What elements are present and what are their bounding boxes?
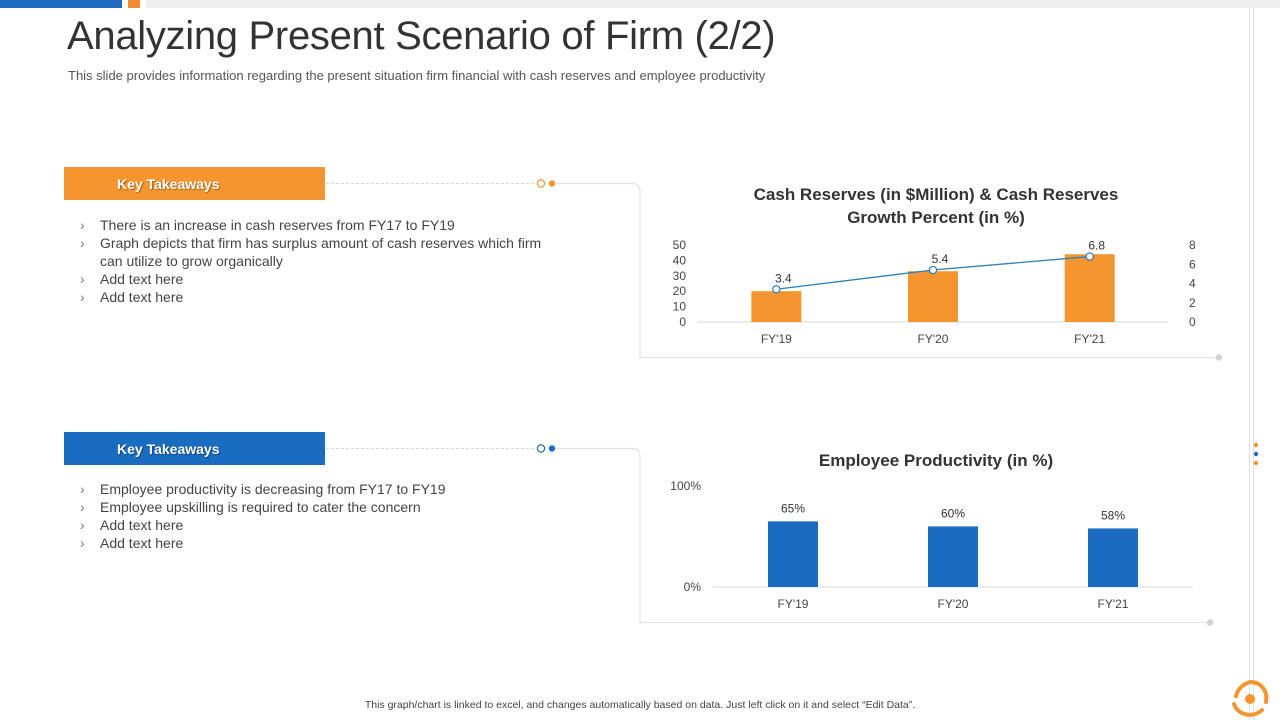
chevron-right-icon: › [80,217,85,233]
bar [768,521,818,587]
chart-frame-2 [556,447,1208,624]
chevron-right-icon: › [80,235,85,251]
y-tick-label: 30 [673,269,687,283]
side-dot [1253,460,1259,466]
chart-title-line: Cash Reserves (in $Million) & Cash Reser… [754,185,1119,204]
bullet-text: Graph depicts that firm has surplus amou… [100,235,542,269]
chart-title-line: Growth Percent (in %) [847,208,1025,227]
list-item: › Employee upskilling is required to cate… [80,499,550,517]
connector-node [548,445,556,452]
data-label: 58% [1101,508,1125,522]
list-item: › Graph depicts that firm has surplus amo… [80,235,550,270]
key-takeaways-tab-2: Key Takeaways [64,432,325,465]
bullet-text: Add text here [100,535,184,551]
y-tick-label: 40 [673,253,687,267]
company-logo [1232,680,1269,717]
data-label: 3.4 [775,271,792,285]
x-tick-label: FY'21 [1074,332,1105,346]
y2-tick-label: 4 [1189,277,1196,291]
y-tick-label: 0 [679,315,686,329]
y-tick-label: 50 [673,238,687,252]
employee-productivity-chart: Employee Productivity (in %) 0% 100% 65% 6… [670,451,1193,611]
connector-node [536,179,546,188]
bar [928,526,978,587]
chevron-right-icon: › [80,535,85,551]
x-tick-label: FY'20 [938,597,969,611]
takeaways-list-2: › Employee productivity is decreasing fro… [80,481,550,553]
data-label: 65% [781,501,805,515]
x-tick-label: FY'19 [761,332,792,346]
side-dot [1253,451,1259,457]
list-item: › Add text here [80,271,550,289]
side-dot [1253,442,1259,448]
data-label: 5.4 [932,252,949,266]
bullet-text: Employee productivity is decreasing from… [100,481,446,497]
bullet-text: Employee upskilling is required to cater… [100,499,421,515]
chevron-right-icon: › [80,288,85,305]
y-tick-label: 100% [670,479,701,493]
chevron-right-icon: › [80,481,85,497]
side-dots [1253,442,1259,466]
connector-node [548,180,556,187]
chart-frame-1 [556,182,1217,359]
x-tick-label: FY'19 [778,597,809,611]
key-takeaways-tab-1: Key Takeaways [64,167,325,200]
bar [751,291,802,322]
right-divider-line [1253,8,1254,720]
bar [1088,528,1138,587]
list-item: › There is an increase in cash reserves f… [80,217,550,235]
bullet-text: Add text here [100,288,184,305]
right-divider-line [1249,8,1250,720]
line-point [772,285,781,294]
y2-tick-label: 0 [1189,315,1196,329]
line-point [1085,252,1094,261]
bar [1064,254,1115,322]
chart-title: Employee Productivity (in %) [819,451,1053,470]
y-tick-label: 20 [673,284,687,298]
data-label: 6.8 [1088,239,1105,253]
bar [908,271,958,322]
x-tick-label: FY'21 [1098,597,1129,611]
y2-tick-label: 6 [1189,257,1196,271]
chevron-right-icon: › [80,517,85,533]
bullet-text: Add text here [100,270,184,287]
list-item: › Add text here [80,289,550,307]
page-subtitle: This slide provides information regardin… [68,68,766,83]
y-tick-label: 0% [684,580,702,594]
chevron-right-icon: › [80,270,85,287]
frame-end-dot [1206,619,1214,626]
bullet-text: There is an increase in cash reserves fr… [100,217,455,233]
y2-tick-label: 8 [1189,238,1196,252]
takeaways-list-1: › There is an increase in cash reserves f… [80,217,550,307]
cash-reserves-chart: Cash Reserves (in $Million) & Cash Reser… [673,185,1196,346]
page-title: Analyzing Present Scenario of Firm (2/2) [67,14,776,58]
connector-node [536,444,546,453]
top-accent-bar-grey [146,0,1280,8]
x-tick-label: FY'20 [918,332,949,346]
y-tick-label: 10 [673,300,687,314]
bullet-text: Add text here [100,517,184,533]
top-accent-bar-orange [128,0,140,8]
line-point [928,265,938,275]
data-label: 60% [941,506,965,520]
list-item: › Add text here [80,535,550,553]
chevron-right-icon: › [80,499,85,515]
list-item: › Employee productivity is decreasing fro… [80,481,550,499]
top-accent-bar-blue [0,0,122,8]
footer-note: This graph/chart is linked to excel, and… [364,699,916,711]
y2-tick-label: 2 [1189,296,1196,310]
list-item: › Add text here [80,517,550,535]
frame-end-dot [1215,354,1223,361]
